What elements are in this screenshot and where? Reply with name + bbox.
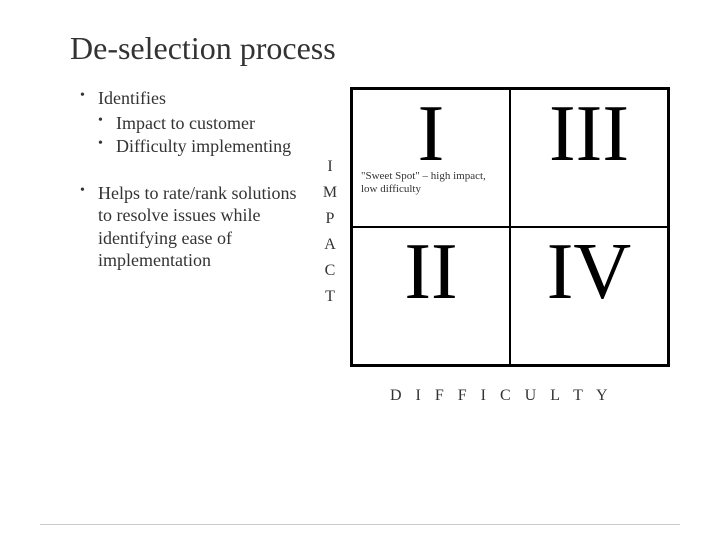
bullet-helps: Helps to rate/rank solutions to resolve … bbox=[80, 182, 305, 272]
y-axis-char: C bbox=[325, 263, 336, 279]
bullet-label: Identifies bbox=[98, 88, 166, 108]
roman-numeral: IV bbox=[547, 228, 631, 316]
y-axis-char: A bbox=[324, 237, 336, 253]
quadrant-cell-1: I "Sweet Spot" – high impact, low diffic… bbox=[352, 89, 510, 227]
quadrant-cell-3: II bbox=[352, 227, 510, 365]
y-axis-char: M bbox=[323, 185, 337, 201]
bullet-identifies: Identifies Impact to customer Difficulty… bbox=[80, 87, 305, 158]
y-axis-label: I M P A C T bbox=[320, 87, 340, 367]
roman-numeral: II bbox=[404, 228, 457, 316]
content-row: Identifies Impact to customer Difficulty… bbox=[80, 87, 680, 367]
roman-numeral: I bbox=[418, 90, 445, 178]
footer-divider bbox=[40, 524, 680, 525]
quadrant-annotation: "Sweet Spot" – high impact, low difficul… bbox=[353, 170, 509, 195]
sub-bullet-difficulty: Difficulty implementing bbox=[98, 135, 305, 158]
x-axis-label: D I F F I C U L T Y bbox=[390, 387, 613, 405]
sub-list: Impact to customer Difficulty implementi… bbox=[98, 112, 305, 158]
page-title: De-selection process bbox=[70, 30, 680, 67]
y-axis-char: I bbox=[327, 159, 332, 175]
matrix-wrapper: I "Sweet Spot" – high impact, low diffic… bbox=[350, 87, 680, 367]
quadrant-cell-4: IV bbox=[510, 227, 668, 365]
y-axis-char: P bbox=[326, 211, 335, 227]
bullet-list: Identifies Impact to customer Difficulty… bbox=[80, 87, 305, 272]
quadrant-cell-2: III bbox=[510, 89, 668, 227]
left-column: Identifies Impact to customer Difficulty… bbox=[80, 87, 310, 367]
y-axis-char: T bbox=[325, 289, 335, 305]
sub-bullet-impact: Impact to customer bbox=[98, 112, 305, 135]
roman-numeral: III bbox=[549, 90, 629, 178]
quadrant-matrix: I "Sweet Spot" – high impact, low diffic… bbox=[350, 87, 670, 367]
slide: De-selection process Identifies Impact t… bbox=[0, 0, 720, 540]
